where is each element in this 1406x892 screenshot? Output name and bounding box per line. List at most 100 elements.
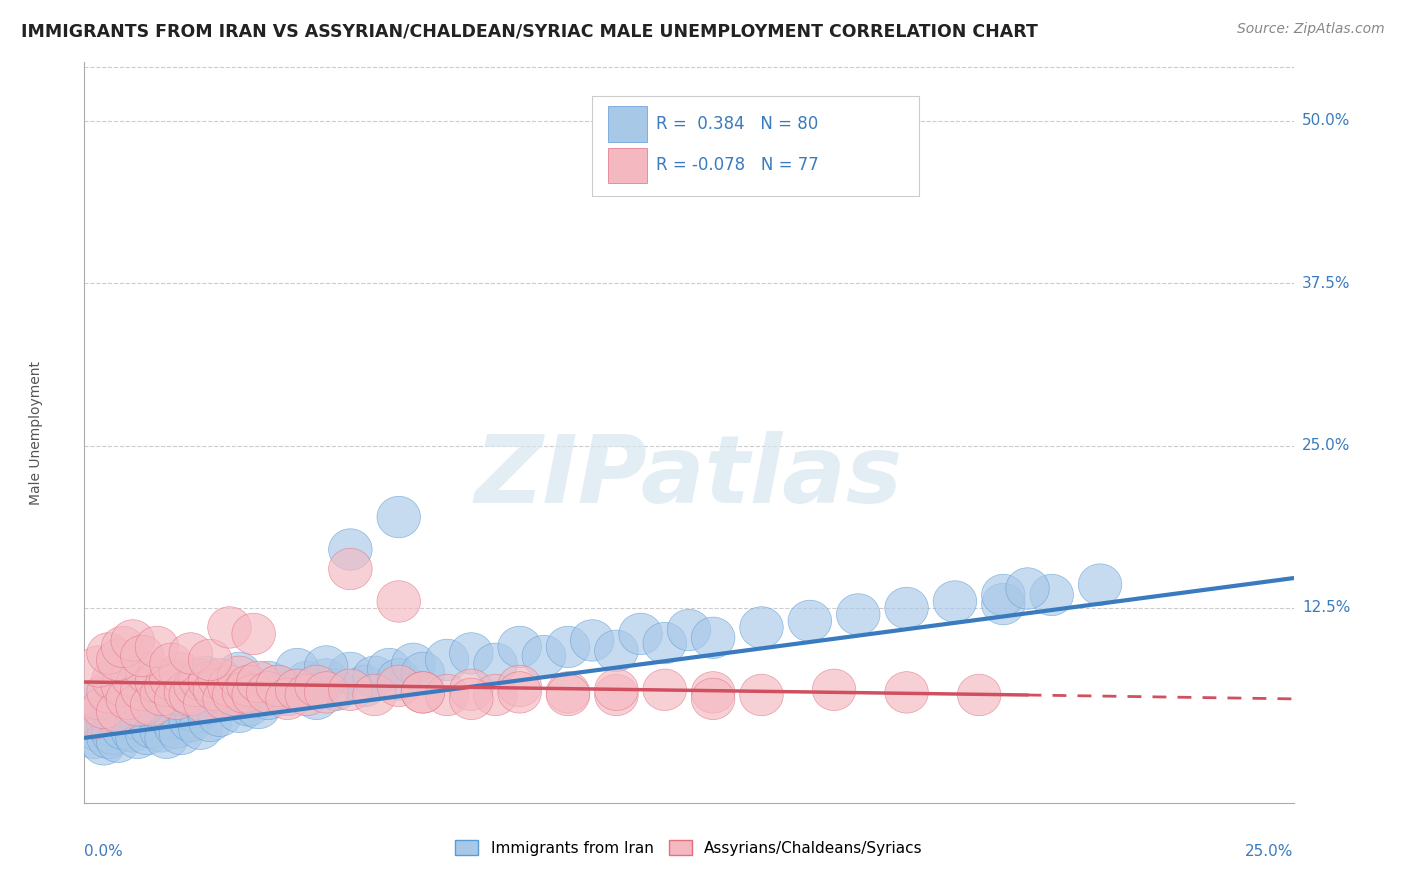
Ellipse shape [474,643,517,684]
Ellipse shape [232,672,276,713]
Ellipse shape [276,669,319,711]
Ellipse shape [115,685,159,726]
Legend: Immigrants from Iran, Assyrians/Chaldeans/Syriacs: Immigrants from Iran, Assyrians/Chaldean… [450,834,928,862]
Ellipse shape [668,609,710,651]
Ellipse shape [547,674,589,715]
Ellipse shape [174,691,218,732]
Ellipse shape [193,669,236,711]
Ellipse shape [353,674,396,715]
Text: R =  0.384   N = 80: R = 0.384 N = 80 [657,115,818,133]
Ellipse shape [367,648,411,690]
Ellipse shape [295,678,339,720]
Ellipse shape [218,691,262,732]
Ellipse shape [305,646,347,687]
Ellipse shape [547,626,589,668]
Ellipse shape [149,643,193,684]
Ellipse shape [329,529,373,570]
Ellipse shape [82,723,125,765]
Ellipse shape [188,700,232,742]
Text: 50.0%: 50.0% [1302,113,1350,128]
Ellipse shape [105,698,149,739]
Ellipse shape [232,613,276,655]
Ellipse shape [285,674,329,715]
Ellipse shape [149,698,193,739]
Ellipse shape [198,695,242,737]
Ellipse shape [314,669,357,711]
Ellipse shape [981,583,1025,624]
Ellipse shape [135,691,179,732]
Ellipse shape [145,717,188,758]
Text: R = -0.078   N = 77: R = -0.078 N = 77 [657,155,820,174]
Ellipse shape [87,717,131,758]
Ellipse shape [179,708,222,749]
Ellipse shape [149,658,193,700]
Ellipse shape [329,549,373,590]
Ellipse shape [101,672,145,713]
Ellipse shape [498,665,541,706]
Ellipse shape [121,635,165,677]
Ellipse shape [155,678,198,720]
FancyBboxPatch shape [592,95,918,195]
Ellipse shape [256,665,299,706]
Ellipse shape [135,626,179,668]
Ellipse shape [643,623,686,664]
Text: IMMIGRANTS FROM IRAN VS ASSYRIAN/CHALDEAN/SYRIAC MALE UNEMPLOYMENT CORRELATION C: IMMIGRANTS FROM IRAN VS ASSYRIAN/CHALDEA… [21,22,1038,40]
Ellipse shape [643,669,686,711]
Ellipse shape [474,674,517,715]
Ellipse shape [401,652,444,694]
Ellipse shape [121,669,165,711]
Ellipse shape [212,674,256,715]
Ellipse shape [226,665,270,706]
Text: 25.0%: 25.0% [1246,844,1294,858]
Ellipse shape [276,648,319,690]
Text: Source: ZipAtlas.com: Source: ZipAtlas.com [1237,22,1385,37]
Ellipse shape [813,669,856,711]
Ellipse shape [97,721,141,763]
Ellipse shape [934,581,977,623]
Ellipse shape [179,658,222,700]
Ellipse shape [87,704,131,746]
Ellipse shape [377,658,420,700]
Ellipse shape [149,658,193,700]
Ellipse shape [184,682,226,723]
Ellipse shape [329,669,373,711]
Ellipse shape [595,630,638,672]
Ellipse shape [232,674,276,715]
Ellipse shape [1031,574,1073,615]
Ellipse shape [498,626,541,668]
Ellipse shape [82,687,125,729]
Ellipse shape [208,678,252,720]
FancyBboxPatch shape [607,106,647,142]
Ellipse shape [87,632,131,674]
Ellipse shape [115,717,159,758]
Ellipse shape [595,669,638,711]
Ellipse shape [141,711,184,752]
Ellipse shape [105,678,149,720]
Ellipse shape [266,678,309,720]
Ellipse shape [101,665,145,706]
Ellipse shape [218,657,262,698]
Ellipse shape [957,674,1001,715]
Ellipse shape [426,640,468,681]
Ellipse shape [188,661,232,703]
Ellipse shape [159,652,202,694]
Ellipse shape [692,678,735,720]
Ellipse shape [91,691,135,732]
Ellipse shape [401,672,444,713]
Ellipse shape [77,678,121,720]
Ellipse shape [276,669,319,711]
Ellipse shape [97,640,141,681]
Ellipse shape [450,678,494,720]
Ellipse shape [198,658,242,700]
Ellipse shape [285,661,329,703]
Ellipse shape [450,669,494,711]
Ellipse shape [571,620,614,661]
Ellipse shape [101,708,145,749]
FancyBboxPatch shape [607,147,647,183]
Ellipse shape [547,672,589,713]
Ellipse shape [595,674,638,715]
Ellipse shape [884,672,928,713]
Ellipse shape [145,665,188,706]
Ellipse shape [740,674,783,715]
Ellipse shape [391,643,434,684]
